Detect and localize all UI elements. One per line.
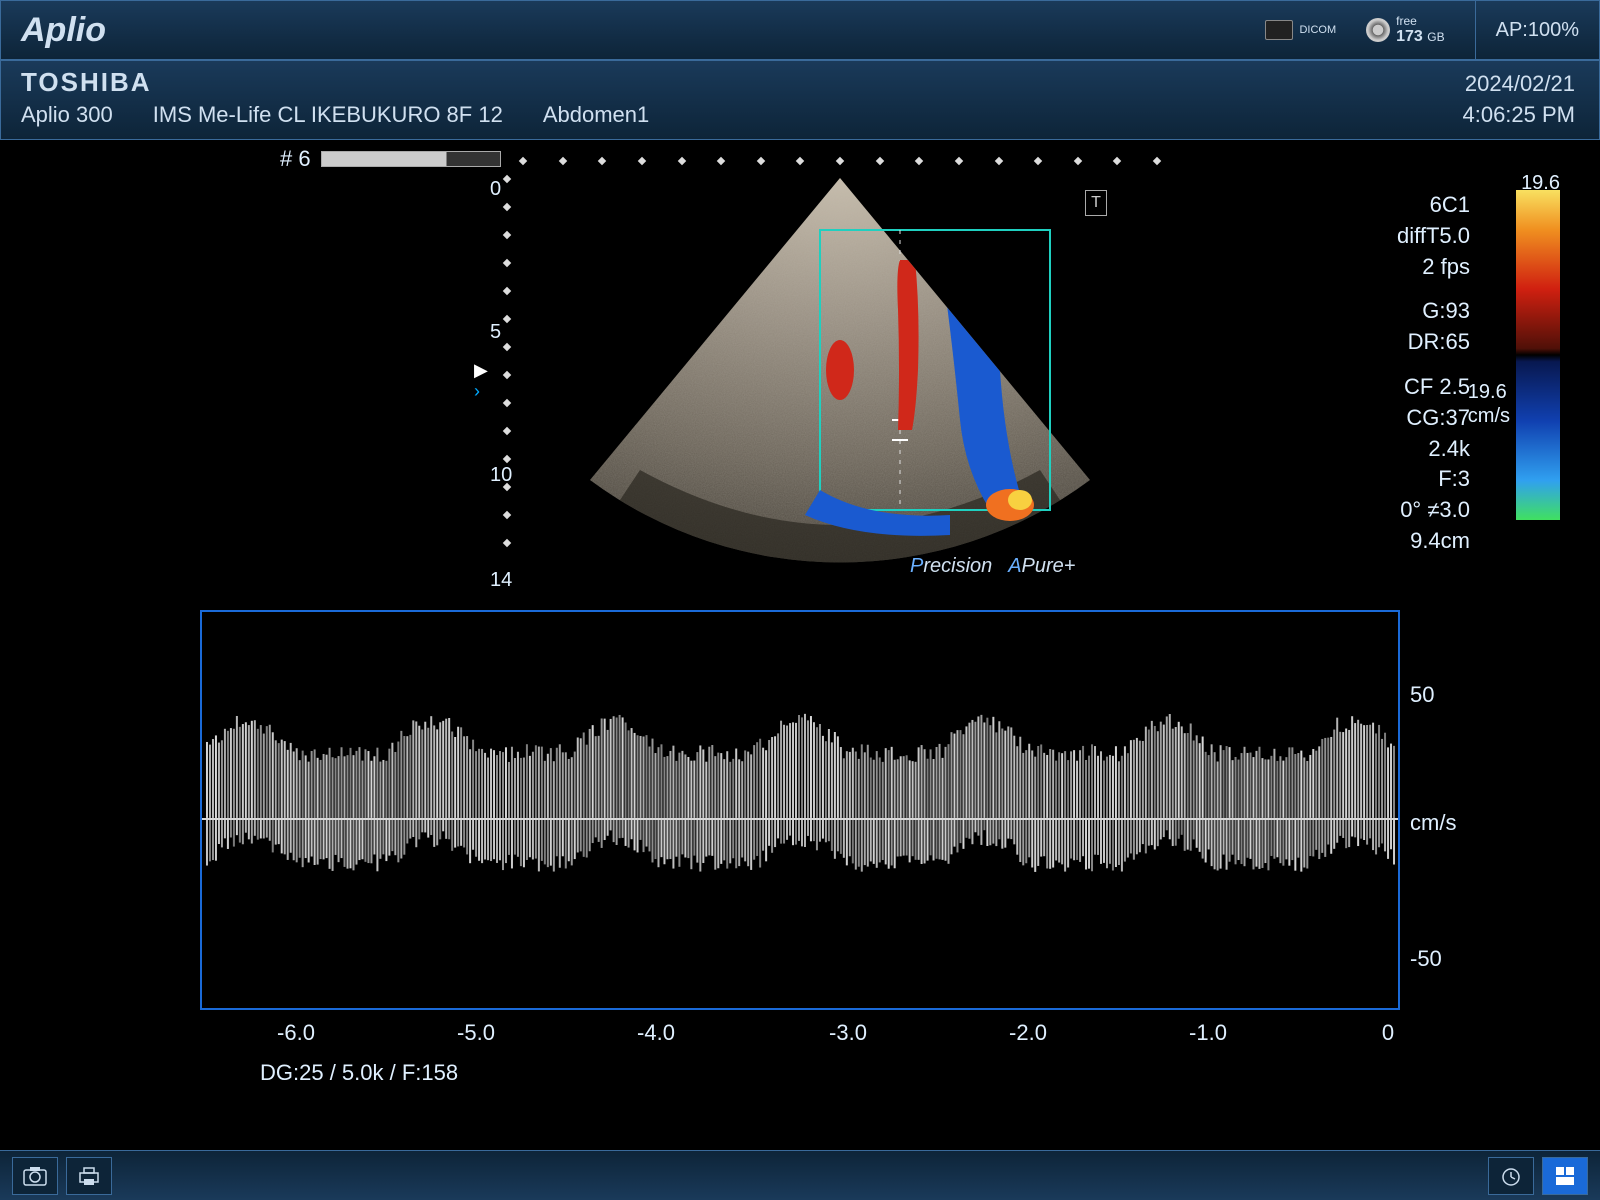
param-filter: F:3: [1340, 464, 1470, 495]
dicom-icon: [1265, 20, 1293, 40]
colorbar-mid-value: 19.6: [1468, 380, 1510, 404]
depth-tick: 14: [490, 569, 512, 592]
brand-label: Aplio: [21, 11, 1265, 50]
spectral-xtick: 0: [1382, 1020, 1394, 1046]
spectral-baseline: [202, 818, 1398, 820]
disk-status: free 173 GB: [1366, 14, 1445, 46]
colorbar-gradient: [1516, 190, 1560, 520]
camera-icon: [23, 1166, 47, 1186]
disk-icon: [1366, 18, 1390, 42]
clock-icon: [1500, 1165, 1522, 1187]
spectral-xtick: -1.0: [1189, 1020, 1227, 1046]
param-fps: 2 fps: [1340, 252, 1470, 283]
ultrasound-screen: Aplio DICOM free 173 GB AP:100% TOS: [0, 0, 1600, 1200]
spectral-ytick: -50: [1410, 946, 1442, 972]
precision-label: Precision APure+: [910, 555, 1075, 578]
info-bar: TOSHIBA Aplio 300 IMS Me-Life CL IKEBUKU…: [0, 60, 1600, 140]
bmode-scan-area[interactable]: [520, 170, 1160, 590]
param-transducer: 6C1: [1340, 190, 1470, 221]
precision-p: P: [910, 555, 923, 577]
colorbar-mid-label: 19.6 cm/s: [1468, 380, 1510, 428]
flow-red: [897, 260, 918, 430]
disk-free-value: 173: [1396, 28, 1423, 45]
layout-button[interactable]: [1542, 1157, 1588, 1195]
scan-parameters: 6C1 diffT5.0 2 fps G:93 DR:65 CF 2.5 CG:…: [1340, 190, 1470, 557]
param-depth: 9.4cm: [1340, 526, 1470, 557]
spectral-ytick: 50: [1410, 682, 1434, 708]
clip-index: # 6: [280, 146, 311, 172]
bmode-svg: [520, 170, 1160, 590]
spectral-xtick: -3.0: [829, 1020, 867, 1046]
disk-free: free 173 GB: [1396, 14, 1445, 46]
disk-free-label: free: [1396, 14, 1445, 28]
disk-free-unit: GB: [1427, 30, 1444, 44]
spectral-x-axis: -6.0 -5.0 -4.0 -3.0 -2.0 -1.0 0: [200, 1020, 1400, 1050]
param-dr: DR:65: [1340, 327, 1470, 358]
param-cf: CF 2.5: [1340, 372, 1470, 403]
flow-red-spot: [826, 340, 854, 400]
clip-progress-bar[interactable]: [321, 151, 501, 167]
orientation-t-marker: T: [1085, 190, 1107, 216]
timer-button[interactable]: [1488, 1157, 1534, 1195]
spectral-y-unit: cm/s: [1410, 810, 1456, 836]
spectral-xtick: -4.0: [637, 1020, 675, 1046]
spectral-doppler-panel[interactable]: [200, 610, 1400, 1010]
print-button[interactable]: [66, 1157, 112, 1195]
preset-label: Abdomen1: [543, 102, 649, 128]
param-diff: diffT5.0: [1340, 221, 1470, 252]
bottom-toolbar: [0, 1150, 1600, 1200]
spectral-xtick: -5.0: [457, 1020, 495, 1046]
dicom-status: DICOM: [1265, 20, 1336, 40]
camera-button[interactable]: [12, 1157, 58, 1195]
title-bar: Aplio DICOM free 173 GB AP:100%: [0, 0, 1600, 60]
velocity-colorbar: [1516, 190, 1560, 520]
depth-tick: 10: [490, 464, 512, 487]
spectral-waveform: [202, 612, 1398, 1008]
focus-marker: ▶ ›: [474, 360, 488, 402]
precision-rest: recision: [923, 555, 992, 577]
apure-rest: Pure: [1022, 555, 1064, 577]
depth-tick: 5: [490, 321, 501, 344]
spectral-footer: DG:25 / 5.0k / F:158: [260, 1060, 458, 1086]
colorbar-unit: cm/s: [1468, 404, 1510, 428]
institution-label: IMS Me-Life CL IKEBUKURO 8F 12: [153, 102, 503, 128]
param-prf: 2.4k: [1340, 434, 1470, 465]
time-label: 4:06:25 PM: [1462, 100, 1575, 131]
printer-icon: [77, 1166, 101, 1186]
ap-status: AP:100%: [1475, 1, 1579, 59]
layout-icon: [1554, 1165, 1576, 1187]
param-angle: 0° ≠3.0: [1340, 495, 1470, 526]
focus-triangle-icon: ▶: [474, 360, 488, 381]
date-label: 2024/02/21: [1462, 69, 1575, 100]
clip-indicator: # 6: [280, 146, 501, 172]
focus-chevron-icon: ›: [474, 381, 488, 402]
vendor-label: TOSHIBA: [21, 67, 152, 98]
param-gain: G:93: [1340, 296, 1470, 327]
depth-tick: 0: [490, 178, 501, 201]
spectral-xtick: -2.0: [1009, 1020, 1047, 1046]
param-cg: CG:37: [1340, 403, 1470, 434]
status-group: DICOM free 173 GB AP:100%: [1265, 1, 1579, 59]
apure-plus: +: [1064, 555, 1076, 577]
dicom-label: DICOM: [1299, 24, 1336, 36]
datetime: 2024/02/21 4:06:25 PM: [1462, 69, 1575, 131]
apure-a: A: [1008, 555, 1021, 577]
spectral-xtick: -6.0: [277, 1020, 315, 1046]
model-label: Aplio 300: [21, 102, 113, 128]
